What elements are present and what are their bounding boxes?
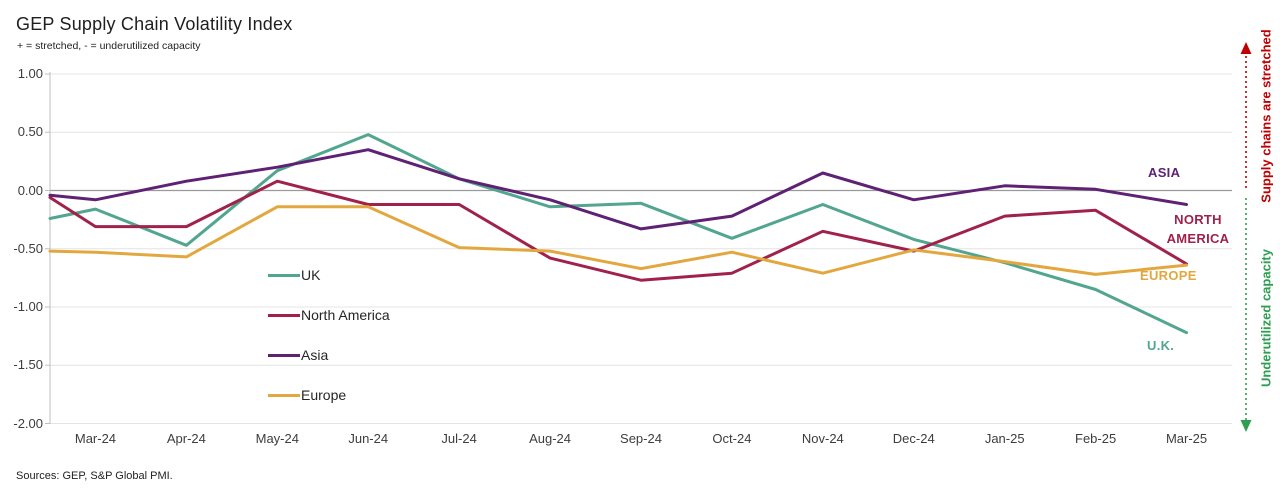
y-tick-label: 0.50 — [17, 124, 43, 140]
chart-title: GEP Supply Chain Volatility Index — [16, 14, 293, 34]
legend-label-asia: Asia — [301, 347, 329, 363]
legend-item-asia: Asia — [268, 346, 328, 364]
x-tick-label: Jun-24 — [348, 431, 389, 446]
legend-label-europe: Europe — [301, 387, 347, 403]
series-line-uk — [48, 133, 1188, 335]
y-tick-label: 1.00 — [17, 66, 43, 81]
y-tick-label: -1.50 — [13, 357, 43, 373]
series-line-asia — [48, 148, 1188, 231]
source-note: Sources: GEP, S&P Global PMI. — [16, 470, 173, 482]
y-tick-label: -0.50 — [13, 240, 43, 256]
underutilized-arrow-head — [1240, 420, 1252, 432]
chart-subtitle: + = stretched, - = underutilized capacit… — [17, 40, 201, 52]
y-tick-label: 0.00 — [17, 182, 43, 198]
legend-label-north-america: North America — [301, 307, 390, 323]
stretched-arrow-head — [1240, 42, 1252, 54]
x-tick-label: Mar-24 — [74, 431, 117, 446]
x-tick-label: Apr-24 — [166, 431, 206, 446]
stretched-annotation: Supply chains are stretched — [1258, 29, 1274, 203]
legend-item-europe: Europe — [268, 386, 346, 404]
x-tick-label: Jul-24 — [441, 431, 477, 446]
x-tick-label: Feb-25 — [1075, 431, 1117, 446]
series-end-label-north-america: NORTH AMERICA — [1166, 212, 1230, 246]
series-line-europe — [48, 205, 1188, 276]
legend-item-uk: UK — [268, 266, 320, 284]
legend-swatch-uk — [268, 273, 300, 277]
series-end-label-asia: ASIA — [1148, 165, 1181, 180]
x-tick-label: Nov-24 — [801, 431, 844, 446]
x-tick-label: Dec-24 — [892, 431, 935, 446]
legend-swatch-north-america — [268, 313, 300, 317]
legend-label-uk: UK — [301, 267, 321, 283]
y-tick-label: -1.00 — [13, 299, 43, 314]
x-tick-label: Aug-24 — [529, 431, 572, 446]
x-tick-label: Sep-24 — [620, 431, 662, 446]
series-end-label-uk: U.K. — [1147, 338, 1175, 353]
legend-swatch-europe — [268, 393, 300, 397]
legend-swatch-asia — [268, 353, 300, 357]
legend-item-north-america: North America — [268, 306, 390, 324]
x-tick-label: Jan-25 — [984, 431, 1025, 446]
series-line-north-america — [48, 179, 1188, 282]
underutilized-annotation: Underutilized capacity — [1258, 249, 1274, 387]
x-tick-label: Oct-24 — [712, 431, 752, 446]
y-tick-label: -2.00 — [13, 415, 43, 431]
x-tick-label: May-24 — [255, 431, 299, 446]
x-tick-label: Mar-25 — [1165, 431, 1208, 446]
series-end-label-europe: EUROPE — [1140, 268, 1197, 283]
